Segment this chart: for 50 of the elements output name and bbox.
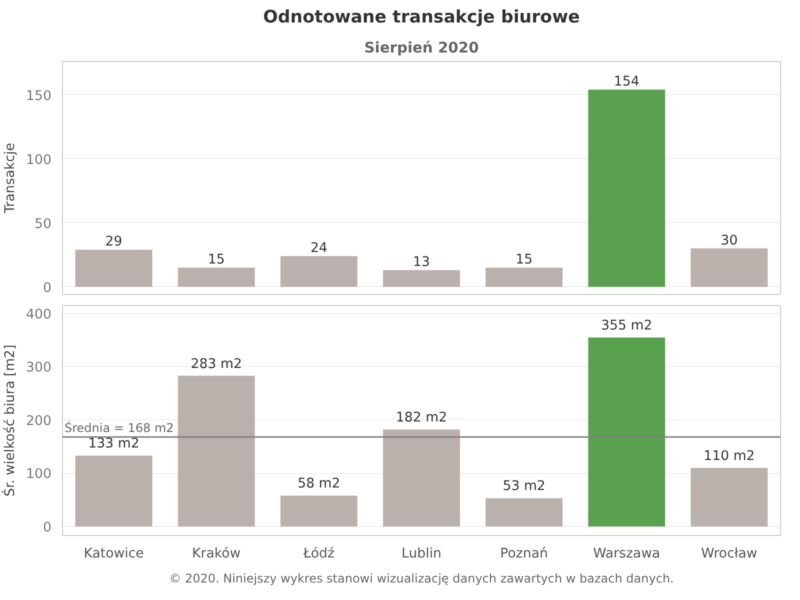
bar xyxy=(383,430,460,526)
x-tick-label: Lublin xyxy=(402,546,442,562)
y-tick-label: 100 xyxy=(26,467,52,482)
data-label: 110 m2 xyxy=(704,448,755,464)
y-axis-title: Śr. wielkość biura [m2] xyxy=(1,344,18,496)
y-axis-title: Transakcje xyxy=(3,142,18,214)
bar xyxy=(75,456,152,526)
bar xyxy=(588,337,666,526)
ref-line-label: Średnia = 168 m2 xyxy=(64,420,174,436)
data-label: 15 xyxy=(516,252,533,268)
chart-title: Odnotowane transakcje biurowe xyxy=(263,8,580,28)
bar xyxy=(75,250,152,287)
y-tick-label: 200 xyxy=(26,414,52,429)
x-tick-label: Poznań xyxy=(500,546,548,562)
bar xyxy=(280,256,358,287)
x-tick-label: Warszawa xyxy=(593,546,660,562)
bar xyxy=(280,496,358,526)
y-tick-label: 300 xyxy=(26,360,52,376)
bar xyxy=(690,248,768,287)
data-label: 283 m2 xyxy=(190,356,242,372)
data-label: 30 xyxy=(720,233,738,248)
data-label: 29 xyxy=(105,234,122,250)
x-tick-label: Katowice xyxy=(84,546,144,562)
data-label: 182 m2 xyxy=(396,410,448,426)
y-tick-label: 0 xyxy=(43,280,52,296)
bar xyxy=(178,376,255,526)
bar xyxy=(486,268,563,287)
data-label: 24 xyxy=(310,241,328,256)
data-label: 13 xyxy=(413,255,430,270)
data-label: 133 m2 xyxy=(88,436,140,452)
data-label: 154 xyxy=(614,74,640,90)
x-tick-label: Łódź xyxy=(302,546,334,562)
bar xyxy=(486,498,563,526)
data-label: 355 m2 xyxy=(601,318,652,334)
data-label: 53 m2 xyxy=(502,479,546,494)
bar xyxy=(690,468,768,526)
y-tick-label: 100 xyxy=(26,152,52,168)
y-tick-label: 0 xyxy=(43,520,52,536)
y-tick-label: 400 xyxy=(26,307,52,322)
bar xyxy=(383,270,460,287)
data-label: 15 xyxy=(208,252,225,268)
text: © 2020. Niniejszy wykres stanowi wizualizację danych zawartych w bazach danych. xyxy=(169,572,674,586)
data-label: 58 m2 xyxy=(298,476,340,492)
bar xyxy=(178,268,255,287)
y-tick-label: 50 xyxy=(34,216,52,232)
chart-subtitle: Sierpień 2020 xyxy=(364,40,479,56)
x-tick-label: Kraków xyxy=(192,546,241,562)
bar xyxy=(588,90,666,287)
y-tick-label: 150 xyxy=(26,88,52,104)
x-tick-label: Wrocław xyxy=(701,546,758,562)
